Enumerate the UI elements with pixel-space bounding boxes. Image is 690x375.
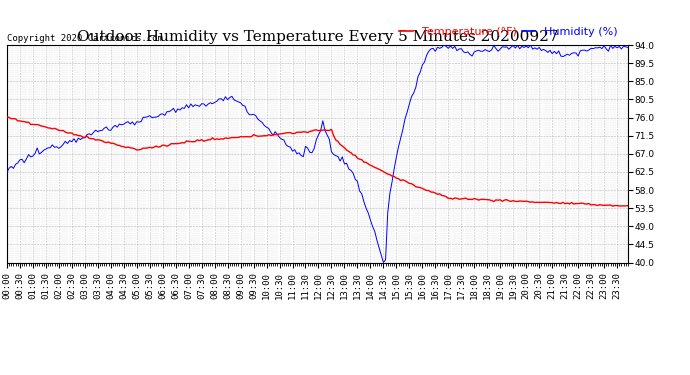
Legend: Temperature (°F), Humidity (%): Temperature (°F), Humidity (%) bbox=[395, 22, 622, 41]
Text: Copyright 2020 Cartronics.com: Copyright 2020 Cartronics.com bbox=[7, 34, 163, 43]
Title: Outdoor Humidity vs Temperature Every 5 Minutes 20200927: Outdoor Humidity vs Temperature Every 5 … bbox=[77, 30, 558, 44]
